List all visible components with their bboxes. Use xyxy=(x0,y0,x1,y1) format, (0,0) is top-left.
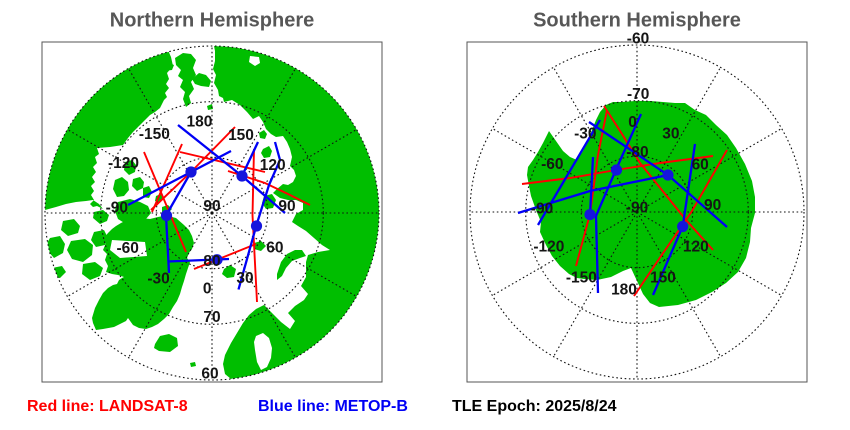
svg-text:-150: -150 xyxy=(139,126,170,143)
svg-text:Blue line: METOP-B: Blue line: METOP-B xyxy=(258,398,408,415)
svg-text:Northern Hemisphere: Northern Hemisphere xyxy=(110,10,315,32)
svg-text:-90: -90 xyxy=(626,200,648,217)
svg-text:120: 120 xyxy=(683,239,709,256)
svg-text:90: 90 xyxy=(203,198,220,215)
svg-text:0: 0 xyxy=(628,114,637,131)
svg-text:60: 60 xyxy=(201,366,218,383)
svg-text:90: 90 xyxy=(704,197,721,214)
svg-text:Southern Hemisphere: Southern Hemisphere xyxy=(533,10,741,32)
svg-text:180: 180 xyxy=(186,114,212,131)
svg-text:Red line: LANDSAT-8: Red line: LANDSAT-8 xyxy=(27,398,188,415)
svg-text:-120: -120 xyxy=(533,239,564,256)
svg-text:-80: -80 xyxy=(626,144,648,161)
svg-text:60: 60 xyxy=(266,240,283,257)
svg-text:180: 180 xyxy=(611,282,637,299)
svg-text:-60: -60 xyxy=(116,240,138,257)
svg-text:-60: -60 xyxy=(541,156,563,173)
svg-text:-30: -30 xyxy=(574,126,596,143)
svg-text:30: 30 xyxy=(236,270,253,287)
svg-text:150: 150 xyxy=(650,270,676,287)
svg-text:70: 70 xyxy=(203,309,220,326)
svg-text:-60: -60 xyxy=(627,31,649,48)
svg-text:120: 120 xyxy=(260,157,286,174)
svg-text:60: 60 xyxy=(692,157,709,174)
svg-text:TLE Epoch: 2025/8/24: TLE Epoch: 2025/8/24 xyxy=(452,398,617,415)
svg-text:150: 150 xyxy=(228,127,254,144)
svg-text:90: 90 xyxy=(278,198,295,215)
svg-text:0: 0 xyxy=(203,281,212,298)
svg-text:-90: -90 xyxy=(531,200,553,217)
svg-text:80: 80 xyxy=(203,253,220,270)
svg-text:-120: -120 xyxy=(108,155,139,172)
svg-text:-90: -90 xyxy=(106,199,128,216)
svg-text:30: 30 xyxy=(662,126,679,143)
svg-text:-30: -30 xyxy=(147,271,169,288)
svg-text:-70: -70 xyxy=(627,86,649,103)
svg-text:-150: -150 xyxy=(566,270,597,287)
